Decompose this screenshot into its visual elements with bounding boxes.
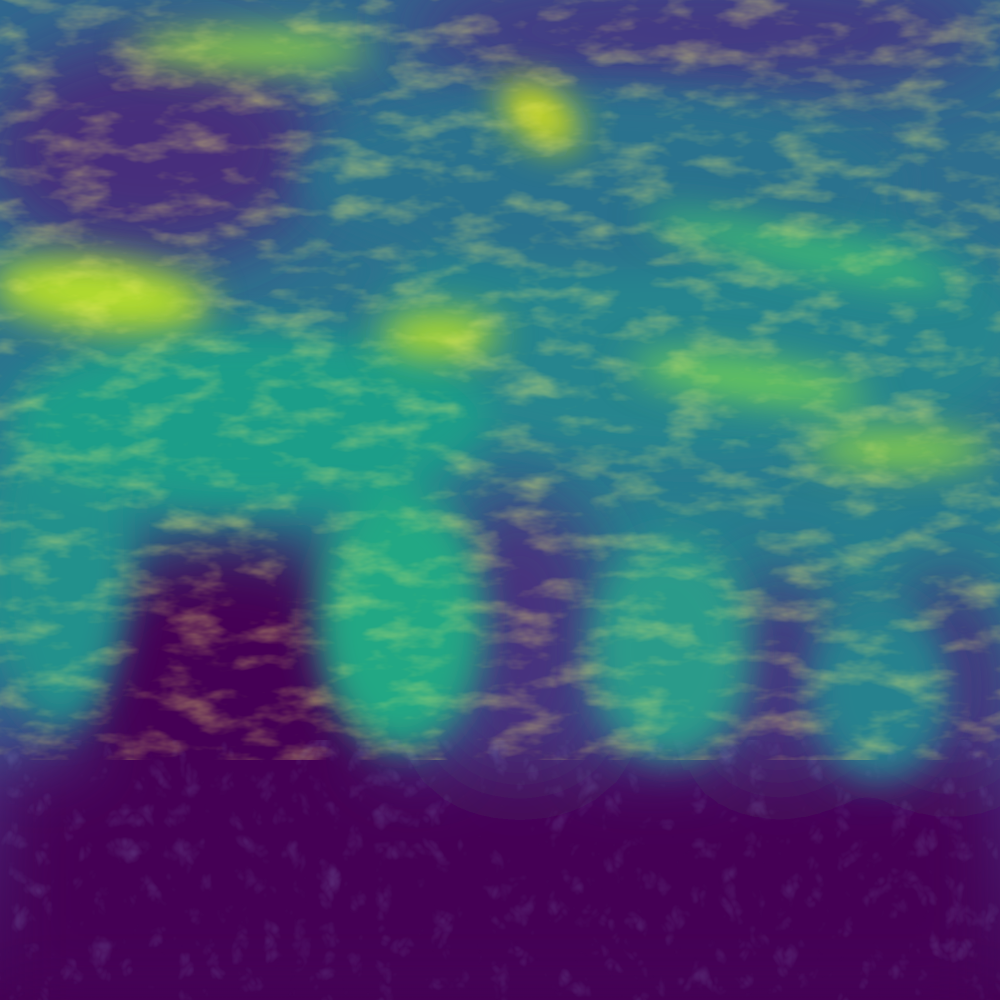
dark-fiber-texture	[0, 740, 1000, 1000]
fiber-texture	[0, 0, 1000, 760]
